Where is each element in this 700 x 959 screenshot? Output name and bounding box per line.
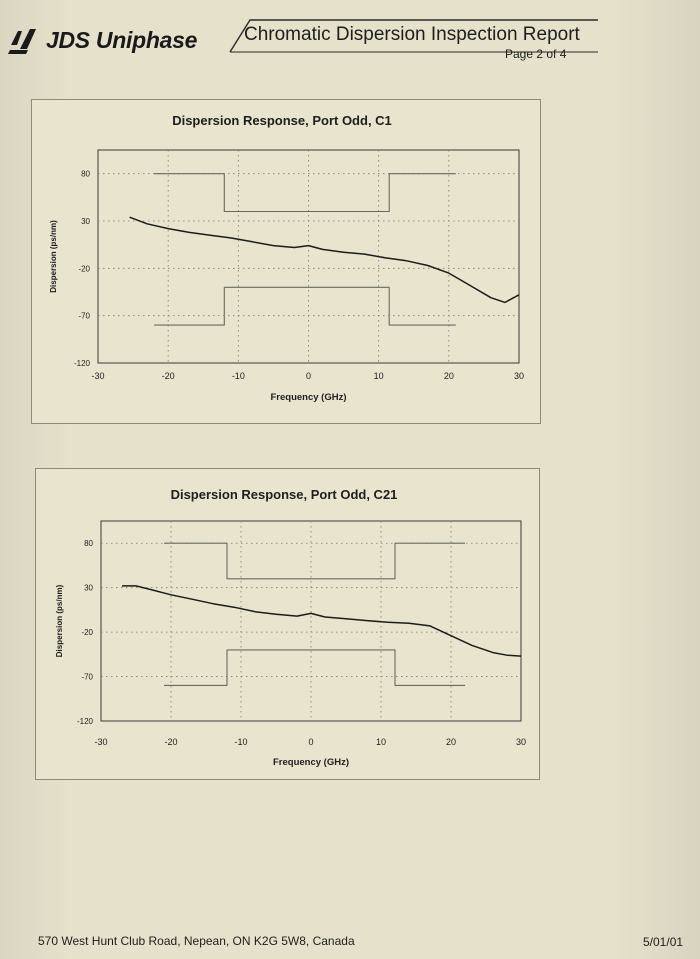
x-tick-label: -30 bbox=[91, 371, 104, 381]
y-tick-label: 30 bbox=[81, 217, 90, 226]
dispersion-curve bbox=[129, 216, 520, 304]
footer-date: 5/01/01 bbox=[643, 935, 684, 949]
x-tick-label: 30 bbox=[516, 737, 526, 747]
x-tick-label: 20 bbox=[446, 737, 456, 747]
page-number: Page 2 of 4 bbox=[505, 47, 567, 61]
y-tick-label: -20 bbox=[78, 264, 90, 273]
y-tick-label: -120 bbox=[74, 359, 91, 368]
y-tick-label: -120 bbox=[77, 717, 94, 726]
x-tick-label: 0 bbox=[308, 737, 313, 747]
footer-address: 570 West Hunt Club Road, Nepean, ON K2G … bbox=[38, 934, 355, 948]
x-tick-label: -20 bbox=[164, 737, 177, 747]
header-rule bbox=[229, 19, 598, 53]
chart-title: Dispersion Response, Port Odd, C21 bbox=[171, 487, 398, 502]
y-axis-label: Dispersion (ps/nm) bbox=[49, 220, 58, 293]
x-tick-label: -30 bbox=[94, 737, 107, 747]
lower-limit-line bbox=[164, 649, 465, 686]
y-tick-label: -70 bbox=[81, 673, 93, 682]
y-tick-label: -20 bbox=[81, 628, 93, 637]
y-tick-label: 80 bbox=[84, 539, 93, 548]
company-name: JDS Uniphase bbox=[46, 26, 198, 53]
y-tick-label: 30 bbox=[84, 584, 93, 593]
jdsu-logo-icon bbox=[8, 29, 36, 54]
y-tick-label: 80 bbox=[81, 170, 90, 179]
x-tick-label: 10 bbox=[374, 371, 384, 381]
chart-title: Dispersion Response, Port Odd, C1 bbox=[172, 113, 392, 128]
company-logo: JDS Uniphase bbox=[8, 22, 228, 58]
x-tick-label: 30 bbox=[514, 371, 524, 381]
x-tick-label: 20 bbox=[444, 371, 454, 381]
upper-limit-line bbox=[164, 542, 465, 580]
chart-c1-panel: Dispersion Response, Port Odd, C1 -30 -20 -… bbox=[31, 99, 541, 424]
x-tick-label: 0 bbox=[306, 371, 311, 381]
lower-limit-line bbox=[154, 286, 456, 326]
chart-c1: Dispersion Response, Port Odd, C1 -30 -20 -… bbox=[49, 113, 524, 403]
chart-c21-panel: Dispersion Response, Port Odd, C21 -30 -20… bbox=[35, 468, 540, 780]
report-title: Chromatic Dispersion Inspection Report bbox=[244, 24, 580, 45]
upper-limit-line bbox=[154, 173, 456, 213]
x-tick-label: -10 bbox=[232, 371, 245, 381]
y-axis-label: Dispersion (ps/nm) bbox=[55, 584, 64, 657]
x-tick-label: -20 bbox=[162, 371, 175, 381]
report-header: JDS Uniphase Chromatic Dispersion Inspec… bbox=[0, 0, 700, 70]
chart-c21: Dispersion Response, Port Odd, C21 -30 -20… bbox=[55, 487, 526, 768]
x-tick-label: 10 bbox=[376, 737, 386, 747]
x-axis-label: Frequency (GHz) bbox=[270, 392, 346, 403]
y-tick-label: -70 bbox=[78, 312, 90, 321]
x-axis-label: Frequency (GHz) bbox=[273, 757, 349, 768]
x-tick-label: -10 bbox=[234, 737, 247, 747]
dispersion-curve bbox=[122, 585, 522, 657]
